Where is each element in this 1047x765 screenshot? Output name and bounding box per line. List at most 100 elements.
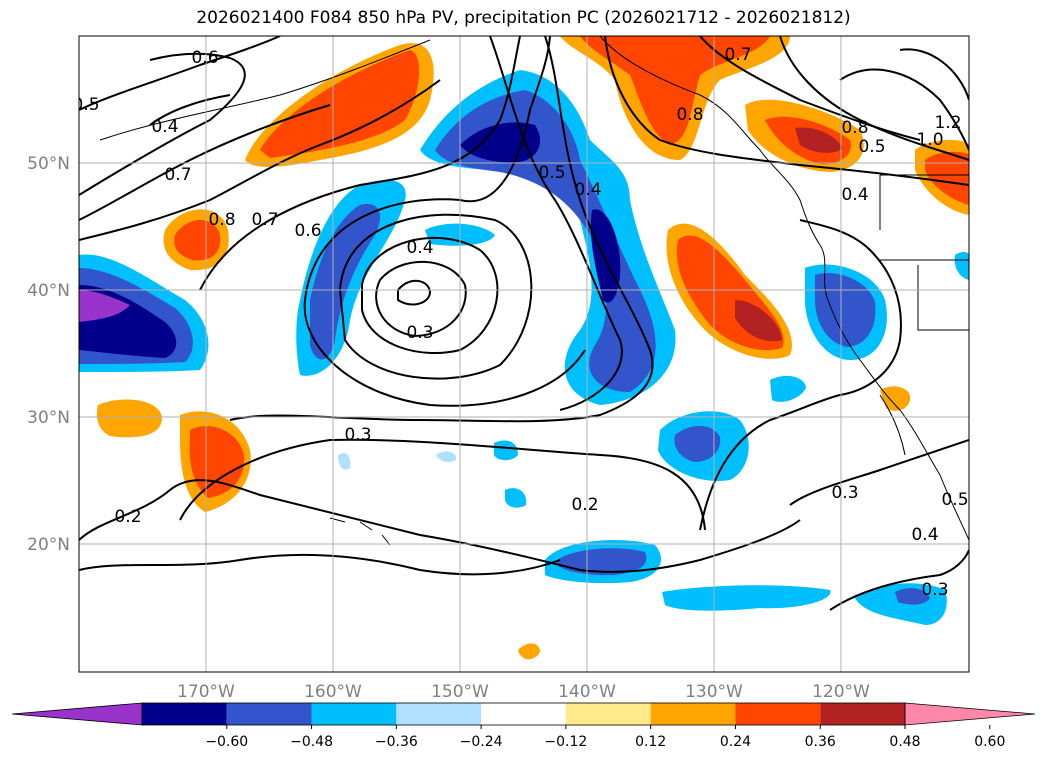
pv-contour-0.7-north bbox=[79, 104, 331, 221]
contour-label: 0.5 bbox=[72, 95, 99, 115]
contour-label: 1.2 bbox=[934, 113, 961, 133]
contour-label: 0.7 bbox=[251, 210, 278, 230]
pv-contour-trough-east-2 bbox=[489, 36, 623, 411]
colorbar-tick-label: −0.36 bbox=[375, 734, 418, 750]
graticule bbox=[79, 36, 969, 672]
lon-label: 140°W bbox=[558, 682, 616, 702]
colorbar-bin bbox=[565, 703, 651, 725]
anomaly-southeast-royal bbox=[895, 588, 930, 605]
lat-label: 40°N bbox=[27, 281, 70, 301]
anomaly-south-band-sky bbox=[662, 585, 831, 611]
anomaly-small-1 bbox=[494, 440, 518, 461]
anomaly-west-coast-peak bbox=[735, 300, 782, 342]
pv-contour-0.5-north bbox=[79, 36, 281, 111]
lat-label: 30°N bbox=[27, 408, 70, 428]
contour-label: 0.5 bbox=[538, 163, 565, 183]
contour-label: 0.8 bbox=[841, 118, 868, 138]
pv-contour-east-0.4 bbox=[604, 36, 969, 186]
contour-label: 0.4 bbox=[406, 238, 433, 258]
precip-negative-anomalies bbox=[79, 70, 969, 625]
pv-contour-east-0.3 bbox=[699, 219, 902, 531]
latitude-labels: 50°N 40°N 30°N 20°N bbox=[27, 154, 70, 555]
colorbar-bin bbox=[735, 703, 821, 725]
anomaly-tropical-royal bbox=[557, 548, 647, 576]
anomaly-small-5 bbox=[436, 451, 457, 463]
contour-label: 0.7 bbox=[164, 165, 191, 185]
map-title: 2026021400 F084 850 hPa PV, precipitatio… bbox=[196, 8, 851, 28]
contour-label: 0.2 bbox=[571, 495, 598, 515]
colorbar-tick-label: 0.12 bbox=[635, 734, 666, 750]
contour-label: 0.7 bbox=[724, 45, 751, 65]
pv-contour-east-1.0 bbox=[839, 68, 969, 151]
contour-label: 0.6 bbox=[191, 48, 218, 68]
contour-label: 0.4 bbox=[574, 180, 601, 200]
contour-label: 0.3 bbox=[344, 425, 371, 445]
pv-contour-0.2-far-south bbox=[79, 553, 561, 576]
colorbar-extend-low bbox=[11, 702, 143, 726]
lon-label: 170°W bbox=[177, 682, 235, 702]
anomaly-bc-peak bbox=[795, 127, 843, 153]
contour-label: 0.3 bbox=[921, 580, 948, 600]
colorbar-tick-label: 0.24 bbox=[720, 734, 751, 750]
colorbar-extend-high bbox=[904, 702, 1036, 726]
anomaly-small-3 bbox=[770, 375, 806, 402]
colorbar-bin bbox=[820, 703, 905, 725]
anomaly-small-2 bbox=[505, 488, 527, 508]
contour-label: 0.4 bbox=[841, 185, 868, 205]
pv-contour-0.3-low bbox=[397, 279, 432, 306]
colorbar-tick-label: −0.12 bbox=[544, 734, 587, 750]
pv-contours bbox=[79, 36, 969, 611]
anomaly-hawaii-east-royal bbox=[674, 425, 721, 462]
anomaly-small-4 bbox=[338, 453, 351, 470]
colorbar-tick-label: −0.24 bbox=[460, 734, 503, 750]
map-frame bbox=[78, 35, 970, 673]
aleutian-chain bbox=[99, 39, 431, 141]
lon-label: 130°W bbox=[685, 682, 743, 702]
pv-contour-0.3-south bbox=[179, 438, 706, 531]
anomaly-nevada-sky bbox=[954, 251, 969, 280]
anomaly-aleutian-core bbox=[260, 50, 420, 158]
contour-label: 0.8 bbox=[208, 210, 235, 230]
lat-label: 50°N bbox=[27, 154, 70, 174]
contour-label: 0.8 bbox=[676, 105, 703, 125]
pv-contour-southeast bbox=[829, 549, 969, 611]
colorbar-tick-label: −0.60 bbox=[205, 734, 248, 750]
pv-contour-0.4 bbox=[361, 236, 499, 354]
anomaly-northeast-pacific-royal bbox=[435, 90, 656, 392]
lon-label: 160°W bbox=[304, 682, 362, 702]
contour-labels: 0.6 0.5 0.4 0.7 0.8 0.7 0.6 0.4 0.3 0.5 … bbox=[72, 45, 969, 600]
pv-contour-east-1.2 bbox=[899, 48, 969, 101]
map-panel: 0.6 0.5 0.4 0.7 0.8 0.7 0.6 0.4 0.3 0.5 … bbox=[72, 36, 969, 672]
alaska-coast bbox=[599, 36, 821, 246]
pv-contour-trough-east-1 bbox=[229, 36, 654, 423]
pv-contour-0.2-south bbox=[79, 479, 801, 573]
colorbar-bin bbox=[481, 703, 566, 725]
colorbar-tick-label: 0.48 bbox=[889, 734, 920, 750]
anomaly-gulf-alaska-core bbox=[580, 36, 770, 145]
colorbar-bin bbox=[226, 703, 312, 725]
contour-label: 0.5 bbox=[941, 490, 968, 510]
baja-coast bbox=[879, 394, 906, 456]
pv-contour-east-0.2 bbox=[789, 439, 969, 506]
contour-label: 0.4 bbox=[151, 117, 178, 137]
pv-contour-0.6-north bbox=[79, 52, 246, 196]
coastlines bbox=[99, 36, 969, 546]
pv-contour-0.5 bbox=[338, 213, 533, 380]
pv-contour-0.6 bbox=[303, 36, 586, 407]
us-state-border bbox=[879, 174, 969, 331]
contour-label: 0.3 bbox=[406, 323, 433, 343]
anomaly-california-royal bbox=[815, 273, 876, 347]
colorbar-bin bbox=[311, 703, 397, 725]
pv-contour-0.3 bbox=[375, 260, 467, 338]
colorbar-bin bbox=[650, 703, 736, 725]
lon-label: 150°W bbox=[431, 682, 489, 702]
colorbar-tick-label: −0.48 bbox=[290, 734, 333, 750]
lon-label: 120°W bbox=[812, 682, 870, 702]
colorbar: −0.60 −0.48 −0.36 −0.24 −0.12 0.12 0.24 0.36 0.4… bbox=[11, 702, 1036, 750]
lat-label: 20°N bbox=[27, 535, 70, 555]
pv-contour-0.8 bbox=[79, 79, 441, 241]
anomaly-pnw-core bbox=[925, 151, 969, 205]
colorbar-bin bbox=[142, 703, 227, 725]
anomaly-socal-orange bbox=[880, 386, 911, 411]
